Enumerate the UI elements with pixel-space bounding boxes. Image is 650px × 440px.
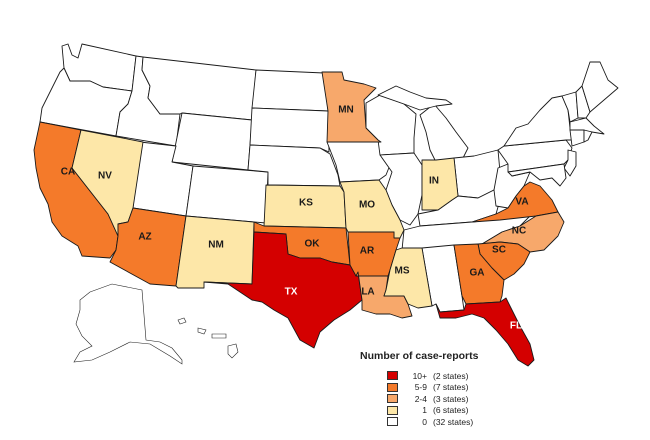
legend-count: (32 states) bbox=[433, 416, 474, 427]
label-la: LA bbox=[361, 287, 374, 298]
legend-title: Number of case-reports bbox=[360, 350, 479, 362]
state-ct[interactable] bbox=[569, 129, 585, 147]
state-mn[interactable] bbox=[321, 71, 382, 143]
state-in[interactable] bbox=[421, 157, 459, 211]
state-nm[interactable] bbox=[175, 215, 255, 289]
label-nv: NV bbox=[98, 171, 112, 182]
state-nj[interactable] bbox=[563, 149, 577, 177]
state-sd[interactable] bbox=[249, 107, 330, 153]
state-hi-2[interactable] bbox=[197, 327, 207, 335]
legend-item-2to4: 2-4 (3 states) bbox=[387, 393, 560, 405]
state-vt[interactable] bbox=[561, 91, 579, 123]
label-ok: OK bbox=[305, 239, 321, 250]
state-mi[interactable] bbox=[419, 103, 469, 163]
legend-range: 0 bbox=[422, 416, 427, 427]
legend-swatch bbox=[387, 417, 398, 427]
legend-item-10plus: 10+ (2 states) bbox=[387, 370, 560, 382]
legend-swatch bbox=[387, 382, 398, 392]
legend-count: (7 states) bbox=[433, 382, 469, 393]
state-nh[interactable] bbox=[575, 85, 591, 119]
state-va[interactable] bbox=[471, 181, 559, 223]
legend-count: (6 states) bbox=[433, 405, 469, 416]
legend-swatch bbox=[387, 394, 398, 404]
legend-count: (2 states) bbox=[433, 370, 469, 381]
state-hi-4[interactable] bbox=[227, 343, 239, 359]
label-sc: SC bbox=[492, 245, 506, 256]
state-az[interactable] bbox=[109, 207, 187, 287]
legend-range: 2-4 bbox=[414, 393, 427, 404]
label-fl: FL bbox=[510, 321, 522, 332]
legend-range: 1 bbox=[422, 405, 427, 416]
label-nc: NC bbox=[512, 226, 526, 237]
state-hi-3[interactable] bbox=[211, 333, 227, 339]
label-az: AZ bbox=[138, 232, 151, 243]
label-in: IN bbox=[429, 176, 439, 187]
legend-range: 5-9 bbox=[414, 382, 427, 393]
state-labels: CA NV AZ NM KS OK TX MN MO AR LA MS IN V… bbox=[61, 105, 529, 332]
label-ca: CA bbox=[61, 167, 75, 178]
legend-item-0: 0 (32 states) bbox=[387, 416, 560, 428]
legend-item-5to9: 5-9 (7 states) bbox=[387, 382, 560, 394]
legend-item-1: 1 (6 states) bbox=[387, 405, 560, 417]
state-hi-1[interactable] bbox=[177, 317, 187, 325]
label-ar: AR bbox=[360, 246, 375, 257]
legend-swatch bbox=[387, 405, 398, 415]
state-il[interactable] bbox=[379, 152, 423, 226]
label-mn: MN bbox=[338, 105, 354, 116]
label-va: VA bbox=[515, 197, 528, 208]
state-tx[interactable] bbox=[203, 231, 363, 349]
legend-count: (3 states) bbox=[433, 393, 469, 404]
legend: Number of case-reports 10+ (2 states) 5-… bbox=[360, 350, 560, 428]
reporting-states bbox=[33, 71, 565, 367]
label-ks: KS bbox=[299, 198, 313, 209]
state-wy[interactable] bbox=[171, 112, 253, 171]
label-mo: MO bbox=[359, 200, 375, 211]
state-mt[interactable] bbox=[141, 56, 257, 121]
state-co[interactable] bbox=[185, 165, 269, 224]
state-ga[interactable] bbox=[453, 243, 505, 305]
state-ms[interactable] bbox=[383, 247, 433, 309]
state-ny[interactable] bbox=[503, 95, 573, 147]
legend-swatch bbox=[387, 371, 398, 381]
state-fl[interactable] bbox=[435, 297, 535, 367]
legend-range: 10+ bbox=[412, 370, 427, 381]
state-ak[interactable] bbox=[73, 283, 183, 365]
label-tx: TX bbox=[285, 287, 298, 298]
state-me[interactable] bbox=[581, 61, 619, 113]
state-ri[interactable] bbox=[583, 129, 593, 143]
state-md[interactable] bbox=[507, 163, 567, 187]
zero-count-states bbox=[39, 43, 619, 313]
label-nm: NM bbox=[208, 240, 224, 251]
state-nd[interactable] bbox=[251, 69, 329, 112]
label-ms: MS bbox=[395, 266, 410, 277]
state-mi-upper[interactable] bbox=[377, 85, 453, 111]
label-ga: GA bbox=[470, 268, 485, 279]
alaska-hawaii bbox=[73, 283, 239, 365]
